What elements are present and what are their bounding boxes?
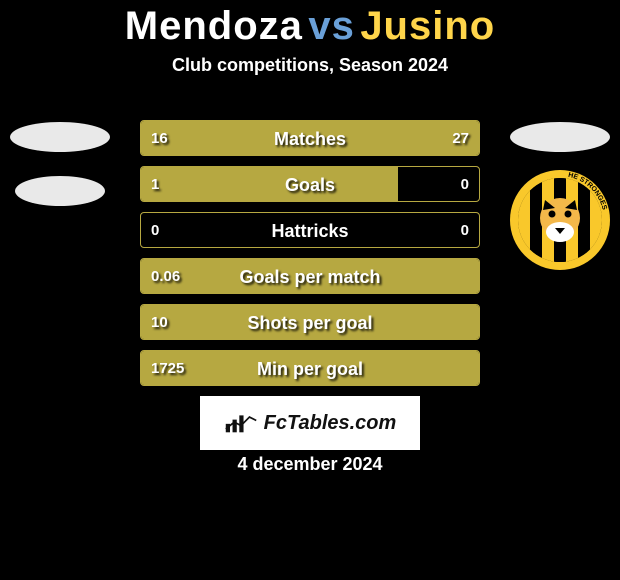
watermark-text: FcTables.com — [264, 412, 397, 435]
stat-bar: 00Hattricks — [140, 212, 480, 248]
title-player2: Jusino — [360, 4, 495, 48]
right-team-crest: HE STRONGES — [510, 170, 610, 270]
left-team-plaque — [10, 122, 110, 152]
page-title: Mendoza vs Jusino — [0, 0, 620, 49]
date-label: 4 december 2024 — [0, 454, 620, 475]
left-team-plaque — [15, 176, 105, 206]
right-team-plaque — [510, 122, 610, 152]
title-player1: Mendoza — [125, 4, 303, 48]
comparison-bars: 1627Matches 10Goals 00Hattricks 0.06Goals p… — [140, 120, 480, 396]
stat-bar: 10Shots per goal — [140, 304, 480, 340]
bar-label: Hattricks — [141, 213, 479, 248]
watermark: FcTables.com — [200, 396, 420, 450]
bar-label: Goals — [141, 167, 479, 202]
stat-bar: 1725Min per goal — [140, 350, 480, 386]
bar-label: Min per goal — [141, 351, 479, 386]
subtitle: Club competitions, Season 2024 — [0, 55, 620, 76]
stat-bar: 10Goals — [140, 166, 480, 202]
stat-bar: 0.06Goals per match — [140, 258, 480, 294]
shield-icon: HE STRONGES — [510, 170, 610, 270]
chart-icon — [224, 412, 258, 434]
title-vs: vs — [308, 4, 355, 48]
bar-label: Goals per match — [141, 259, 479, 294]
stat-bar: 1627Matches — [140, 120, 480, 156]
bar-label: Matches — [141, 121, 479, 156]
bar-label: Shots per goal — [141, 305, 479, 340]
